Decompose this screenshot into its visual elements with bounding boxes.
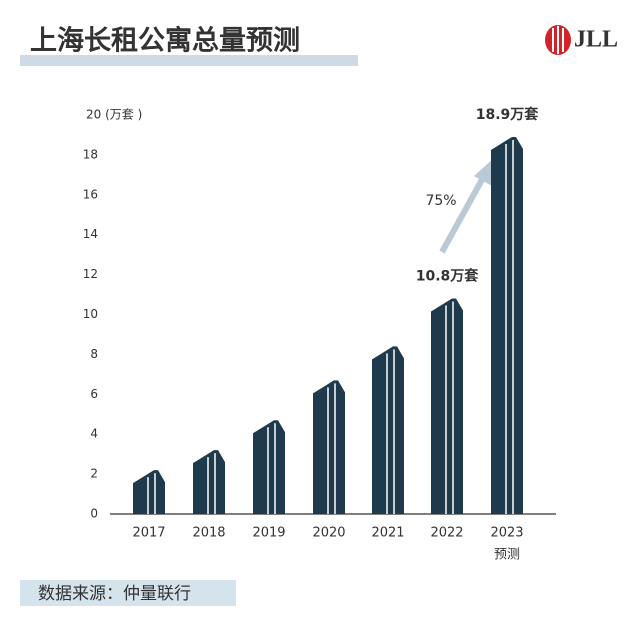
y-tick-label: 0 [90,507,98,521]
y-tick-label: 18 [83,147,98,161]
y-tick-label: 8 [90,347,98,361]
bar [193,450,225,514]
x-tick-label: 2018 [192,526,225,541]
x-tick-label: 2021 [371,526,404,541]
growth-arrow-head [474,158,494,186]
bar [491,136,523,514]
bar [372,346,404,514]
y-tick-label: 16 [83,187,98,201]
y-tick-label: 6 [90,387,98,401]
growth-annotation: 75% [425,193,456,209]
x-tick-label: 2022 [430,526,463,541]
forecast-label: 预测 [494,548,520,563]
value-label: 18.9万套 [476,106,539,123]
x-tick-label: 2023 [490,526,523,541]
bar [253,420,285,514]
source: 数据来源：仲量联行 [38,584,191,604]
logo: JLL [545,25,618,55]
logo-text: JLL [574,27,618,53]
bar [133,470,165,514]
y-tick-label: 14 [83,227,98,241]
y-tick-label: 2 [90,467,98,481]
value-label: 10.8万套 [416,268,479,285]
bar [431,298,463,514]
y-tick-label: 10 [83,307,98,321]
title-band [20,55,358,66]
x-tick-label: 2020 [312,526,345,541]
y-tick-label: 4 [90,427,98,441]
x-tick-label: 2017 [132,526,165,541]
growth-arrow [439,174,487,254]
x-tick-label: 2019 [252,526,285,541]
chart-title: 上海长租公寓总量预测 [30,25,300,57]
y-tick-label: 20 (万套 ) [86,108,142,122]
source-band [20,580,236,606]
bar [313,380,345,514]
y-tick-label: 12 [83,267,98,281]
